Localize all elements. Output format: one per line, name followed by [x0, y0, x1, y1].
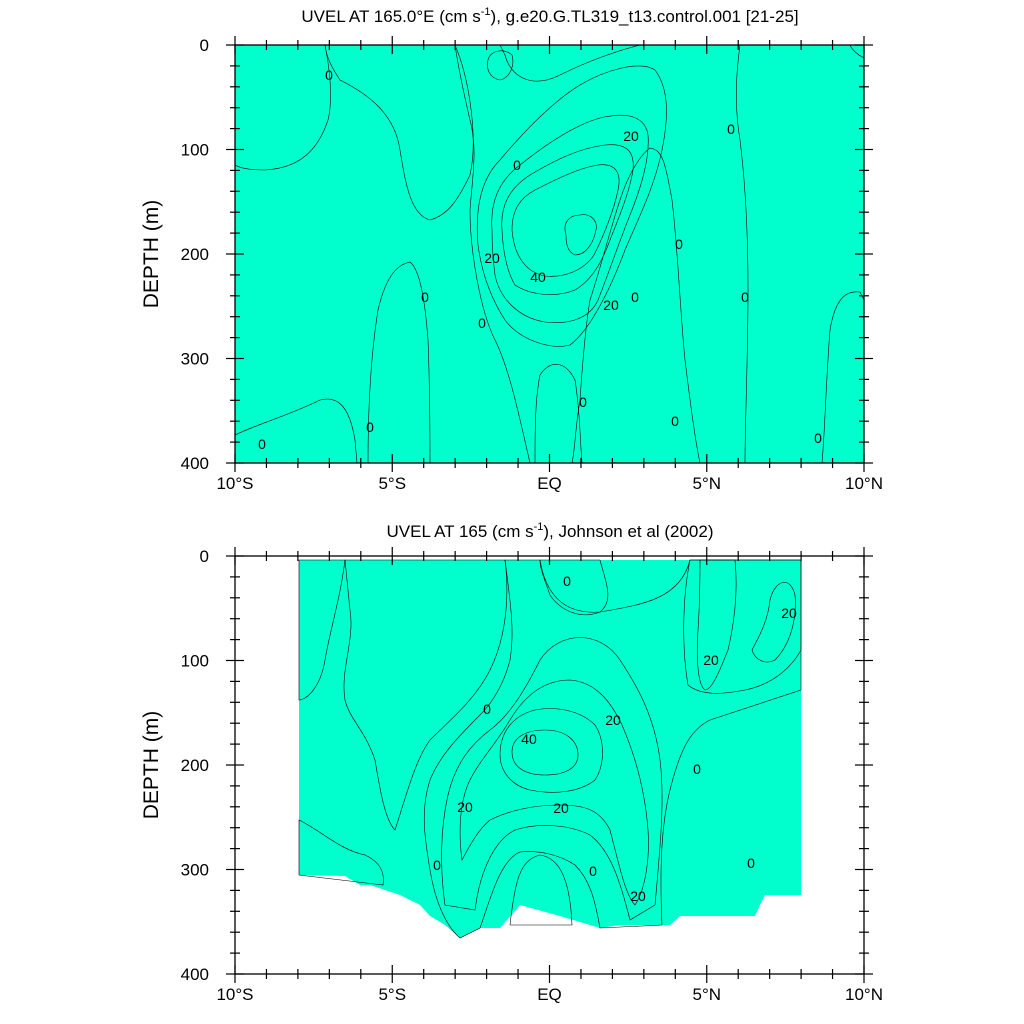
bottom-ylabel: DEPTH (m): [140, 711, 163, 820]
bottom-fill-lightgreen-right: [683, 559, 802, 694]
x-tick-label: 5°S: [378, 985, 406, 1004]
contour-label: 20: [605, 712, 621, 728]
bottom-fill-cyan-top: [539, 559, 609, 616]
contour-label: 0: [325, 67, 333, 83]
contour-label: 0: [814, 430, 822, 446]
contour-label: 40: [530, 269, 546, 285]
top-plot-area: 0 0 20 0 20 40 0 0 20 0 0 0 0 0 0 0 0: [234, 44, 865, 464]
bottom-fill-yellow-core: [459, 679, 649, 906]
bottom-contour-labels: 0 20 20 0 20 40 0 20 20 0 0 0 20: [433, 573, 797, 904]
bottom-fill-cyan-lower: [509, 854, 573, 926]
contour-label: 0: [513, 157, 521, 173]
x-tick-label: 10°S: [216, 474, 253, 493]
y-tick-label: 300: [181, 861, 209, 880]
top-fill-orange-light: [501, 144, 634, 295]
top-panel-title: UVEL AT 165.0°E (cm s-1), g.e20.G.TL319_…: [301, 6, 798, 26]
top-fill-green-bump: [367, 261, 431, 464]
top-fill-orange: [511, 164, 620, 277]
x-tick-label: 5°N: [692, 474, 721, 493]
contour-label: 0: [258, 436, 266, 452]
top-fill-green-lower-left: [234, 398, 358, 464]
contour-label: 20: [781, 605, 797, 621]
bottom-fill-base: [299, 560, 801, 938]
x-tick-label: 5°S: [378, 474, 406, 493]
top-fill-teal-pocket: [534, 364, 583, 464]
contour-label: 20: [553, 800, 569, 816]
top-fill-green-spot: [487, 50, 514, 81]
contour-label: 0: [675, 236, 683, 252]
y-tick-label: 400: [181, 454, 209, 473]
contour-label: 0: [478, 315, 486, 331]
contour-label: 20: [630, 888, 646, 904]
top-fill-green-center: [454, 44, 749, 464]
x-tick-label: EQ: [537, 985, 562, 1004]
top-contour-labels: 0 0 20 0 20 40 0 0 20 0 0 0 0 0 0 0 0: [258, 67, 822, 452]
contour-label: 0: [671, 413, 679, 429]
top-panel: UVEL AT 165.0°E (cm s-1), g.e20.G.TL319_…: [140, 6, 883, 493]
y-tick-label: 400: [181, 965, 209, 984]
y-tick-label: 100: [181, 141, 209, 160]
y-tick-label: 0: [200, 36, 209, 55]
top-fill-base: [235, 45, 864, 463]
bottom-fill-orange-light: [499, 708, 603, 793]
contour-label: 0: [579, 394, 587, 410]
top-fill-green-right: [821, 291, 865, 464]
contour-label: 0: [483, 701, 491, 717]
contour-label: 20: [623, 128, 639, 144]
contour-label: 20: [457, 799, 473, 815]
x-tick-label: 5°N: [692, 985, 721, 1004]
contour-label: 0: [693, 761, 701, 777]
contour-label: 0: [589, 863, 597, 879]
contour-label: 0: [433, 857, 441, 873]
contour-label: 0: [631, 289, 639, 305]
x-tick-label: 10°S: [216, 985, 253, 1004]
contour-label: 0: [747, 855, 755, 871]
x-tick-label: 10°N: [845, 474, 883, 493]
contour-label: 40: [521, 731, 537, 747]
bottom-plot-area: 0 20 20 0 20 40 0 20 20 0 0 0 20: [234, 555, 865, 975]
y-tick-label: 200: [181, 245, 209, 264]
contour-label: 0: [741, 289, 749, 305]
contour-label: 20: [603, 297, 619, 313]
contour-label: 0: [366, 419, 374, 435]
top-fill-core: [564, 214, 597, 256]
y-tick-label: 300: [181, 350, 209, 369]
bottom-fill-orange: [511, 729, 579, 776]
y-tick-label: 0: [200, 547, 209, 566]
contour-label: 0: [727, 121, 735, 137]
bottom-panel-title: UVEL AT 165 (cm s-1), Johnson et al (200…: [387, 521, 714, 541]
top-fill-green-left-upper: [234, 44, 331, 171]
y-tick-label: 200: [181, 756, 209, 775]
bottom-fill-yellow-edge: [751, 582, 796, 663]
contour-label: 20: [703, 652, 719, 668]
top-ylabel: DEPTH (m): [140, 200, 163, 309]
contour-label: 20: [484, 250, 500, 266]
bottom-fill-yellow-right: [696, 559, 737, 691]
top-fill-yellow: [491, 114, 649, 323]
bottom-fill-cyan-left: [343, 559, 508, 831]
bottom-fill-green-left-bottom: [298, 819, 384, 886]
contour-label: 0: [421, 289, 429, 305]
y-tick-label: 100: [181, 652, 209, 671]
x-tick-label: 10°N: [845, 985, 883, 1004]
top-fill-lightgreen-core: [476, 65, 667, 347]
contour-label: 0: [563, 573, 571, 589]
x-tick-label: EQ: [537, 474, 562, 493]
bottom-fill-lightgreen-core: [441, 637, 663, 921]
bottom-panel: UVEL AT 165 (cm s-1), Johnson et al (200…: [140, 521, 883, 1004]
bottom-fill-green-left-top: [298, 559, 346, 701]
